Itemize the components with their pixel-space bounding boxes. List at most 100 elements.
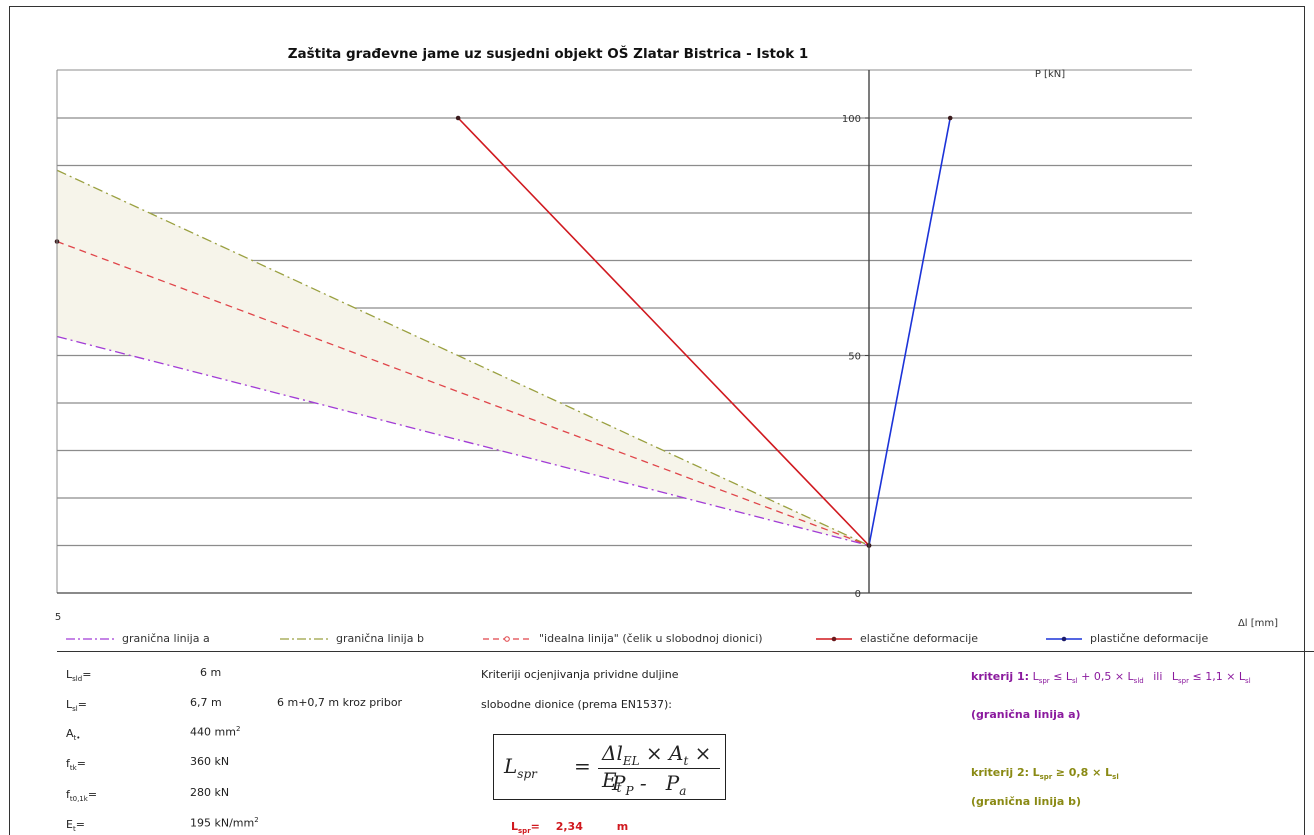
param-value-text: 6 m — [200, 666, 222, 679]
kriterij-2: kriterij 2: Lspr ≥ 0,8 × Lsl — [971, 766, 1119, 781]
legend-swatch-idealna — [483, 635, 531, 642]
kriterij-1-caption: (granična linija a) — [971, 708, 1081, 721]
legend-label-a: granična linija a — [122, 632, 210, 645]
series-point-3 — [455, 115, 461, 121]
lspr-formula-box: Lspr = ΔlEL × At × Et PP - Pa — [493, 734, 726, 800]
param-symbol: L — [66, 698, 73, 711]
kriterij-1-rest: + 0,5 × L — [1081, 670, 1134, 683]
series-line-2 — [56, 240, 870, 547]
param-subscript: t — [72, 825, 76, 834]
param-subscript: tk — [69, 764, 77, 773]
chart-title: Zaštita građevne jame uz susjedni objekt… — [288, 44, 809, 62]
kriterij-1-rel: ≤ L — [1053, 670, 1073, 683]
param-equals: = — [77, 698, 87, 711]
param-row: Lsld= — [66, 668, 91, 683]
section-divider — [57, 651, 1314, 652]
x-tick-label-5: 5 — [55, 612, 61, 623]
param-value: 6 m — [200, 666, 221, 679]
kriterij-1-sub-sld: sld — [1133, 677, 1144, 686]
axes: 100 50 0 — [56, 69, 1192, 600]
param-symbol: E — [66, 818, 73, 831]
y-axis-label: P [kN] — [1035, 69, 1065, 80]
legend-swatch-b — [280, 637, 328, 640]
param-value-text: 360 kN — [190, 755, 230, 768]
chart: 100 50 0 Zaštita građevne jame uz susjedni… — [54, 44, 1278, 629]
kriterij-2-caption: (granična linija b) — [971, 795, 1082, 808]
kriterij-1-label: kriterij 1: — [971, 670, 1030, 683]
param-value: 195 kN/mm2 — [190, 816, 259, 830]
kriterij-1-alt-sub-spr: spr — [1178, 677, 1189, 686]
lspr-result-symbol: L — [511, 820, 519, 833]
kriterij-2-lspr: L — [1032, 766, 1040, 779]
param-value: 280 kN — [190, 786, 229, 799]
param-equals: = — [76, 757, 86, 770]
kriterij-1: kriterij 1: Lspr ≤ Lsl + 0,5 × Lsld ili … — [971, 670, 1251, 685]
formula-caption-2: slobodne dionice (prema EN1537): — [481, 698, 673, 711]
lspr-result-unit: m — [616, 820, 629, 833]
lspr-result-eq: = — [530, 820, 540, 833]
param-row: ft0,1k= — [66, 788, 97, 803]
param-symbol: L — [66, 668, 73, 681]
param-subscript: sld — [72, 675, 83, 684]
legend-label-b: granična linija b — [336, 632, 424, 645]
x-axis-label: Δl [mm] — [1238, 618, 1278, 629]
legend-label-plasticne: plastične deformacije — [1090, 632, 1209, 645]
param-value: 440 mm2 — [190, 725, 240, 739]
legend-label-elasticne: elastične deformacije — [860, 632, 979, 645]
legend: granična linija a granična linija b "ide… — [60, 632, 1290, 652]
param-value-sup: 2 — [235, 725, 241, 733]
formula-numerator: ΔlEL × At × Et — [602, 741, 712, 795]
legend-item-granicna-b: granična linija b — [278, 632, 424, 645]
series-line-3 — [457, 117, 870, 547]
formula-equals: = — [574, 754, 591, 778]
formula-caption-1: Kriteriji ocjenjivanja prividne duljine — [481, 668, 679, 681]
legend-swatch-plasticne — [1046, 636, 1082, 641]
lspr-result: Lspr= 2,34 m — [511, 820, 628, 835]
formula-fraction-bar — [598, 768, 720, 769]
kriterij-1-lspr: L — [1032, 670, 1039, 683]
formula-denominator: PP - Pa — [612, 771, 687, 798]
param-value: 6,7 m — [190, 696, 222, 709]
param-value-sup: 2 — [254, 816, 259, 824]
legend-item-elasticne: elastične deformacije — [814, 632, 978, 645]
legend-swatch-a — [66, 637, 114, 640]
param-symbol: f — [66, 757, 70, 770]
param-symbol: A — [66, 727, 74, 740]
y-tick-label: 0 — [855, 589, 861, 600]
param-row: Lsl= — [66, 698, 87, 713]
param-row: ftk= — [66, 757, 86, 772]
kriterij-1-ili: ili — [1153, 670, 1163, 683]
param-subscript: t0,1k — [69, 795, 88, 804]
legend-item-idealna: "idealna linija" (čelik u slobodnoj dion… — [481, 632, 763, 645]
kriterij-1-sub-sl: sl — [1072, 677, 1078, 686]
figure-frame — [9, 6, 1305, 835]
param-subscript: t• — [73, 734, 81, 743]
kriterij-1-alt-lspr: L — [1171, 670, 1179, 683]
param-value-text: 6,7 m — [190, 696, 222, 709]
kriterij-2-sub-sl: sl — [1112, 773, 1119, 782]
kriterij-2-label: kriterij 2: — [971, 766, 1030, 779]
series-line-4 — [868, 117, 951, 546]
param-equals: = — [87, 788, 98, 801]
legend-swatch-elasticne — [816, 636, 852, 641]
param-row: Et= — [66, 818, 85, 833]
param-value-text: 440 mm — [190, 725, 236, 739]
legend-label-idealna: "idealna linija" (čelik u slobodnoj dion… — [539, 632, 763, 645]
param-equals: = — [82, 668, 92, 681]
kriterij-1-sub-spr: spr — [1038, 677, 1050, 686]
param-equals: = — [75, 818, 85, 831]
param-note: 6 m+0,7 m kroz pribor — [277, 696, 403, 709]
kriterij-1-alt-sub-sl: sl — [1245, 677, 1251, 686]
legend-item-plasticne: plastične deformacije — [1044, 632, 1208, 645]
param-symbol: f — [66, 788, 70, 801]
legend-item-granicna-a: granična linija a — [64, 632, 210, 645]
param-value: 360 kN — [190, 755, 229, 768]
kriterij-1-alt-rel: ≤ 1,1 × L — [1192, 670, 1246, 683]
y-tick-label: 50 — [848, 352, 861, 363]
kriterij-2-rel: ≥ 0,8 × L — [1055, 766, 1113, 779]
series-point-4 — [947, 115, 953, 121]
param-row: At• — [66, 727, 80, 742]
kriterij-2-sub-spr: spr — [1039, 773, 1053, 782]
lspr-result-sub: spr — [518, 827, 531, 835]
series-line-1 — [56, 169, 870, 547]
